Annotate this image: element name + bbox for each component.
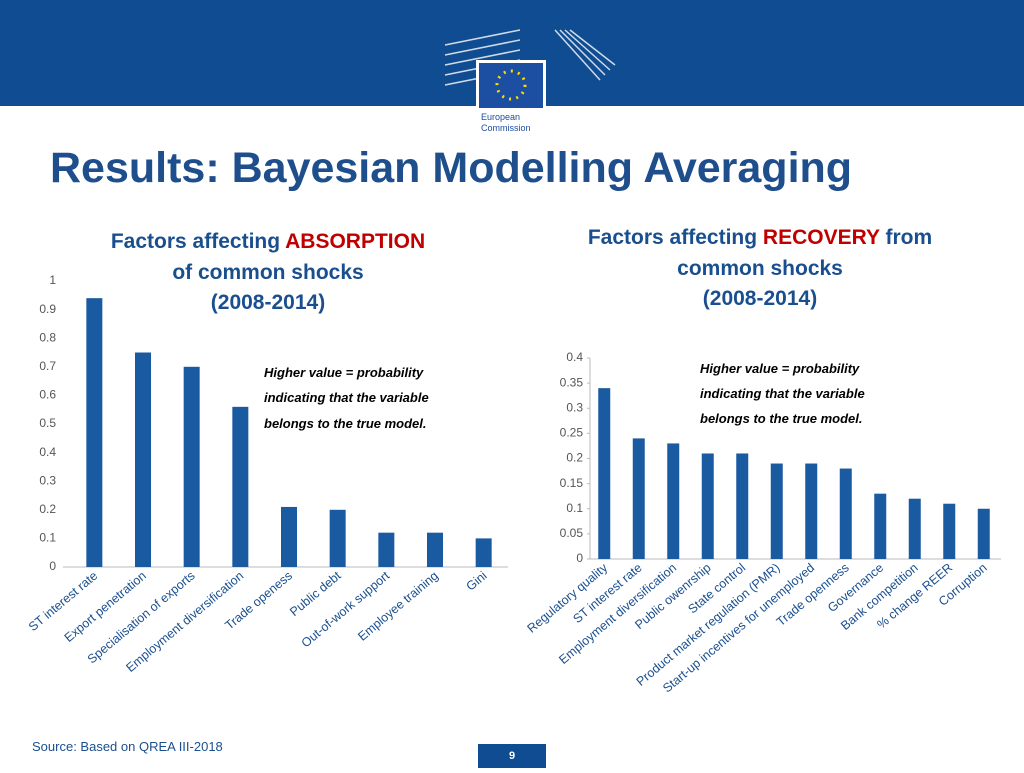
chart-title: Factors affecting ABSORPTION [111, 230, 425, 253]
annotation: Higher value = probability [264, 365, 424, 380]
chart-title: (2008-2014) [703, 287, 817, 310]
source: Source: Based on QREA III-2018 [32, 739, 223, 754]
x-tick-label: Employee training [355, 569, 441, 644]
y-tick-label: 0.8 [39, 330, 56, 344]
y-tick-label: 0.15 [560, 476, 584, 490]
logo-text: European [481, 112, 520, 122]
bar [977, 508, 990, 559]
bar [736, 453, 749, 559]
bar [943, 503, 956, 559]
y-tick-label: 1 [49, 273, 56, 287]
x-tick-label: Export penetration [62, 569, 149, 645]
bar [427, 532, 443, 567]
annotation: indicating that the variable [700, 386, 865, 401]
bar [874, 493, 887, 559]
y-tick-label: 0.3 [566, 400, 583, 414]
y-tick-label: 0.1 [566, 501, 583, 515]
y-tick-label: 0.3 [39, 473, 56, 487]
annotation: Higher value = probability [700, 361, 860, 376]
y-tick-label: 0.05 [560, 526, 584, 540]
x-tick-label: Gini [464, 569, 490, 594]
logo-text: Commission [481, 123, 531, 133]
bar [183, 366, 200, 567]
bar [839, 468, 852, 559]
slide-title: Results: Bayesian Modelling Averaging [50, 144, 852, 192]
bar [908, 498, 921, 559]
y-tick-label: 0.1 [39, 531, 56, 545]
x-tick-label: Out-of-work support [299, 568, 393, 650]
annotation: indicating that the variable [264, 390, 429, 405]
title-part: from [885, 226, 932, 249]
y-tick-label: 0 [576, 551, 583, 565]
y-tick-label: 0.9 [39, 302, 56, 316]
y-tick-label: 0.2 [566, 451, 583, 465]
bar [281, 506, 297, 567]
y-tick-label: 0.4 [566, 350, 583, 364]
y-tick-label: 0.2 [39, 502, 56, 516]
bar [598, 388, 611, 559]
chart-title: Factors affecting RECOVERY from [588, 226, 932, 249]
title-part: Factors affecting [588, 226, 757, 249]
page-number-box [478, 744, 546, 768]
annotation: belongs to the true model. [700, 411, 863, 426]
chart-title: of common shocks [172, 261, 363, 284]
y-tick-label: 0.35 [560, 375, 584, 389]
title-highlight: RECOVERY [763, 226, 880, 249]
bar [232, 406, 249, 567]
y-tick-label: 0.25 [560, 426, 584, 440]
page-number: 9 [509, 750, 515, 762]
y-tick-label: 0 [49, 559, 56, 573]
title-part: Factors affecting [111, 230, 280, 253]
y-tick-label: 0.6 [39, 388, 56, 402]
title-highlight: ABSORPTION [285, 230, 425, 253]
bar [475, 538, 492, 567]
y-tick-label: 0.7 [39, 359, 56, 373]
bar [135, 352, 151, 567]
logo: European Commission [444, 29, 616, 140]
y-tick-label: 0.4 [39, 445, 56, 459]
bar [805, 463, 818, 559]
y-tick-label: 0.5 [39, 416, 56, 430]
bar [378, 532, 395, 567]
annotation: belongs to the true model. [264, 416, 427, 431]
chart-title: (2008-2014) [211, 291, 325, 314]
bar [329, 509, 346, 567]
bar [770, 463, 783, 559]
bar [632, 438, 645, 559]
bar [86, 298, 103, 567]
chart-title: common shocks [677, 257, 843, 280]
bar [701, 453, 714, 559]
bar [667, 443, 680, 559]
